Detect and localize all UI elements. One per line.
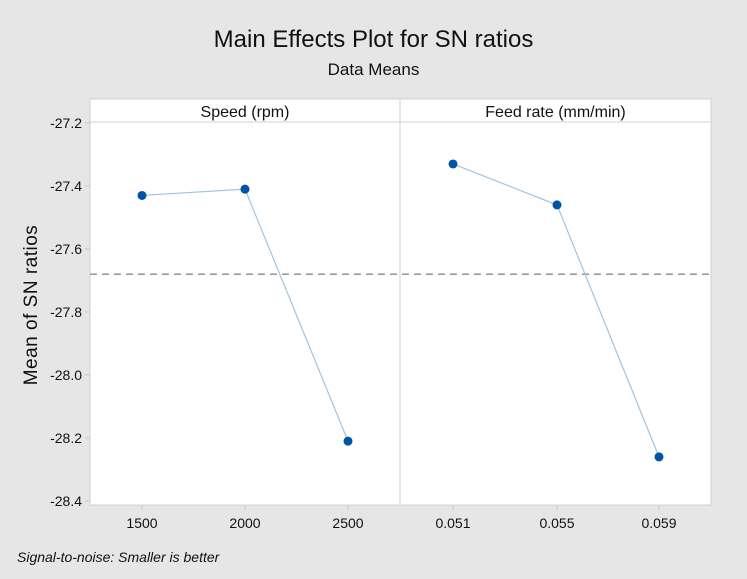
data-point bbox=[654, 452, 664, 462]
data-point bbox=[448, 159, 458, 169]
data-point bbox=[552, 200, 562, 210]
y-tick-label: -28.2 bbox=[50, 430, 82, 446]
y-tick-label: -27.6 bbox=[50, 241, 82, 257]
y-tick-label: -27.8 bbox=[50, 304, 82, 320]
x-tick-label: 0.051 bbox=[435, 515, 470, 531]
y-tick-label: -28.0 bbox=[50, 367, 82, 383]
x-tick-label: 0.055 bbox=[539, 515, 574, 531]
panel-title: Feed rate (mm/min) bbox=[485, 104, 625, 121]
x-tick-label: 0.059 bbox=[641, 515, 676, 531]
y-tick-label: -27.2 bbox=[50, 115, 82, 131]
footnote: Signal-to-noise: Smaller is better bbox=[17, 549, 220, 565]
data-point bbox=[343, 436, 353, 446]
x-tick-label: 2500 bbox=[332, 515, 363, 531]
chart-subtitle: Data Means bbox=[327, 60, 420, 79]
data-point bbox=[137, 190, 147, 200]
y-tick-label: -28.4 bbox=[50, 493, 82, 509]
data-point bbox=[240, 184, 250, 194]
chart-title: Main Effects Plot for SN ratios bbox=[213, 26, 534, 53]
y-tick-label: -27.4 bbox=[50, 178, 82, 194]
x-tick-label: 1500 bbox=[126, 515, 157, 531]
panel-title: Speed (rpm) bbox=[201, 104, 290, 121]
x-tick-label: 2000 bbox=[229, 515, 260, 531]
